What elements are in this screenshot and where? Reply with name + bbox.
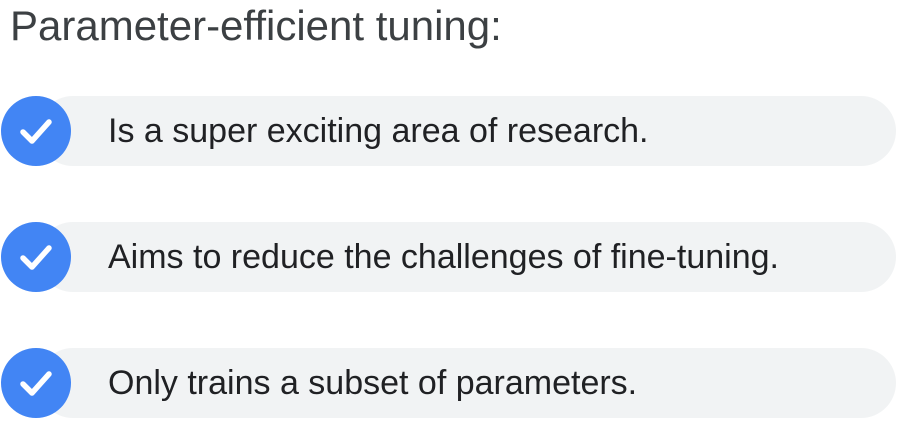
list-item: Aims to reduce the challenges of fine-tu… xyxy=(0,222,896,292)
list-item-label: Aims to reduce the challenges of fine-tu… xyxy=(108,238,779,276)
list-item: Only trains a subset of parameters. xyxy=(0,348,896,418)
list-item-label: Only trains a subset of parameters. xyxy=(108,364,638,402)
check-circle-icon xyxy=(1,348,71,418)
check-circle-icon xyxy=(1,222,71,292)
list-item-background xyxy=(38,348,896,418)
list-item-background xyxy=(38,222,896,292)
check-circle-icon xyxy=(1,96,71,166)
list-item: Is a super exciting area of research. xyxy=(0,96,896,166)
list-item-label: Is a super exciting area of research. xyxy=(108,112,649,150)
slide-title: Parameter-efficient tuning: xyxy=(10,2,502,49)
list-item-background xyxy=(38,96,896,166)
